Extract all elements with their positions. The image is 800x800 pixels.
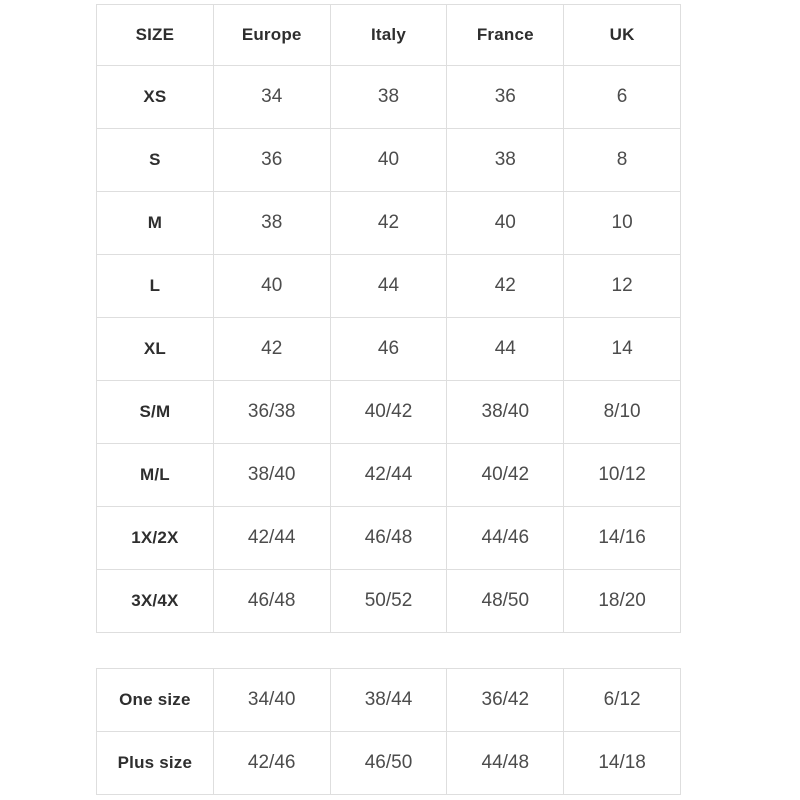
size-label-cell: Plus size [96, 731, 214, 795]
size-value-cell: 38 [446, 128, 565, 192]
size-value-cell: 40 [212, 254, 331, 318]
size-value-cell: 38/40 [446, 380, 565, 444]
table-row: 3X/4X 46/48 50/52 48/50 18/20 [96, 569, 681, 633]
size-value-cell: 40 [329, 128, 448, 192]
size-value-cell: 46/48 [212, 569, 331, 633]
size-value-cell: 40/42 [446, 443, 565, 507]
table-row: L 40 44 42 12 [96, 254, 681, 318]
size-label-cell: M/L [96, 443, 214, 507]
size-value-cell: 34 [212, 65, 331, 129]
header-cell-uk: UK [563, 4, 681, 66]
special-sizes-table: One size 34/40 38/44 36/42 6/12 Plus size 42/4… [96, 668, 681, 795]
size-label-cell: XS [96, 65, 214, 129]
size-value-cell: 6/12 [563, 668, 681, 732]
size-value-cell: 12 [563, 254, 681, 318]
size-value-cell: 14 [563, 317, 681, 381]
size-conversion-table: SIZE Europe Italy France UK XS 34 38 36 6 S 36… [96, 4, 681, 633]
size-value-cell: 42/44 [212, 506, 331, 570]
size-value-cell: 40 [446, 191, 565, 255]
size-label-cell: S [96, 128, 214, 192]
size-value-cell: 46 [329, 317, 448, 381]
size-value-cell: 6 [563, 65, 681, 129]
size-value-cell: 46/50 [329, 731, 448, 795]
header-cell-europe: Europe [212, 4, 331, 66]
table-row: M/L 38/40 42/44 40/42 10/12 [96, 443, 681, 507]
size-value-cell: 8/10 [563, 380, 681, 444]
table-row: M 38 42 40 10 [96, 191, 681, 255]
size-label-cell: 3X/4X [96, 569, 214, 633]
size-label-cell: M [96, 191, 214, 255]
size-value-cell: 44 [329, 254, 448, 318]
header-cell-size: SIZE [96, 4, 214, 66]
size-value-cell: 46/48 [329, 506, 448, 570]
size-label-cell: L [96, 254, 214, 318]
size-value-cell: 38 [212, 191, 331, 255]
size-value-cell: 36 [212, 128, 331, 192]
table-header-row: SIZE Europe Italy France UK [96, 4, 681, 66]
header-cell-france: France [446, 4, 565, 66]
size-value-cell: 44/48 [446, 731, 565, 795]
size-value-cell: 8 [563, 128, 681, 192]
table-row: XL 42 46 44 14 [96, 317, 681, 381]
size-table-header: SIZE Europe Italy France UK [96, 4, 681, 66]
table-row: Plus size 42/46 46/50 44/48 14/18 [96, 731, 681, 795]
table-row: S/M 36/38 40/42 38/40 8/10 [96, 380, 681, 444]
size-value-cell: 44 [446, 317, 565, 381]
size-value-cell: 14/18 [563, 731, 681, 795]
size-value-cell: 10 [563, 191, 681, 255]
size-value-cell: 40/42 [329, 380, 448, 444]
size-label-cell: 1X/2X [96, 506, 214, 570]
size-value-cell: 42 [446, 254, 565, 318]
size-value-cell: 18/20 [563, 569, 681, 633]
special-sizes-table-body: One size 34/40 38/44 36/42 6/12 Plus size 42/4… [96, 668, 681, 795]
header-cell-italy: Italy [329, 4, 448, 66]
size-label-cell: XL [96, 317, 214, 381]
size-value-cell: 38/40 [212, 443, 331, 507]
size-value-cell: 34/40 [212, 668, 331, 732]
table-row: One size 34/40 38/44 36/42 6/12 [96, 668, 681, 732]
size-value-cell: 42 [329, 191, 448, 255]
size-value-cell: 36/42 [446, 668, 565, 732]
size-value-cell: 42/44 [329, 443, 448, 507]
size-table-body: XS 34 38 36 6 S 36 40 38 8 M 38 42 40 10 L 40 44 42 12 XL 42 4… [96, 65, 681, 633]
table-row: XS 34 38 36 6 [96, 65, 681, 129]
size-value-cell: 36/38 [212, 380, 331, 444]
table-row: S 36 40 38 8 [96, 128, 681, 192]
size-value-cell: 36 [446, 65, 565, 129]
size-label-cell: One size [96, 668, 214, 732]
size-value-cell: 50/52 [329, 569, 448, 633]
size-value-cell: 38 [329, 65, 448, 129]
size-value-cell: 38/44 [329, 668, 448, 732]
size-value-cell: 44/46 [446, 506, 565, 570]
size-value-cell: 10/12 [563, 443, 681, 507]
size-label-cell: S/M [96, 380, 214, 444]
size-value-cell: 42 [212, 317, 331, 381]
size-value-cell: 14/16 [563, 506, 681, 570]
size-value-cell: 48/50 [446, 569, 565, 633]
size-value-cell: 42/46 [212, 731, 331, 795]
table-row: 1X/2X 42/44 46/48 44/46 14/16 [96, 506, 681, 570]
